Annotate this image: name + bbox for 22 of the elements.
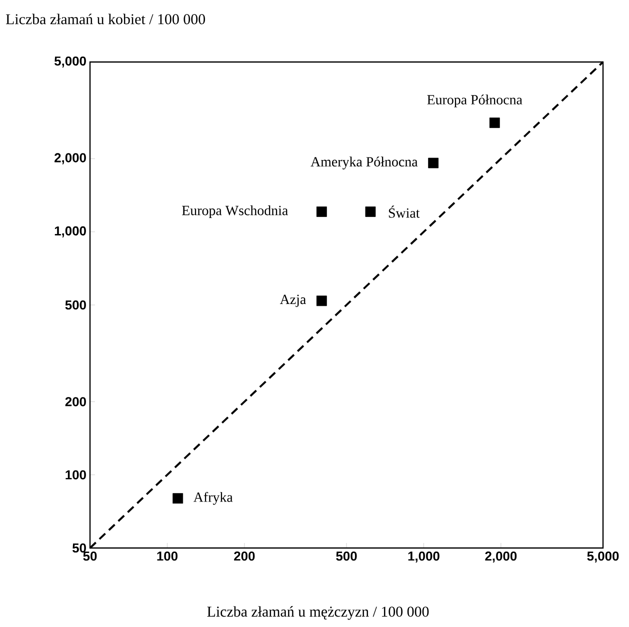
y-tick-label: 100 [66, 470, 86, 480]
y-tick-label: 500 [65, 300, 86, 310]
y-axis-title: Liczba złamań u kobiet / 100 000 [6, 14, 206, 24]
annotation: Europa Wschodnia [182, 205, 288, 218]
y-tick-label: 200 [65, 397, 86, 406]
annotation: Europa Północna [427, 94, 522, 108]
annotation: Ameryka Północna [310, 156, 418, 170]
x-axis-title: Liczba złamań u mężczyzn / 100 000 [207, 606, 429, 620]
annotation: Azja [280, 294, 306, 307]
x-tick-label: 50 [83, 551, 97, 561]
annotation: Świat [388, 206, 420, 218]
x-tick-label: 1,000 [408, 551, 440, 563]
y-tick-label: 2,000 [54, 153, 86, 164]
x-tick-label: 500 [336, 551, 357, 561]
y-tick-label: 50 [72, 543, 86, 553]
x-tick-label: 100 [157, 551, 178, 561]
x-tick-label: 200 [234, 551, 255, 561]
y-tick-label: 1,000 [54, 226, 86, 238]
x-tick-label: 5,000 [587, 551, 619, 563]
y-tick-label: 5,000 [54, 56, 86, 68]
annotation: Afryka [194, 492, 233, 505]
x-tick-label: 2,000 [485, 551, 517, 563]
